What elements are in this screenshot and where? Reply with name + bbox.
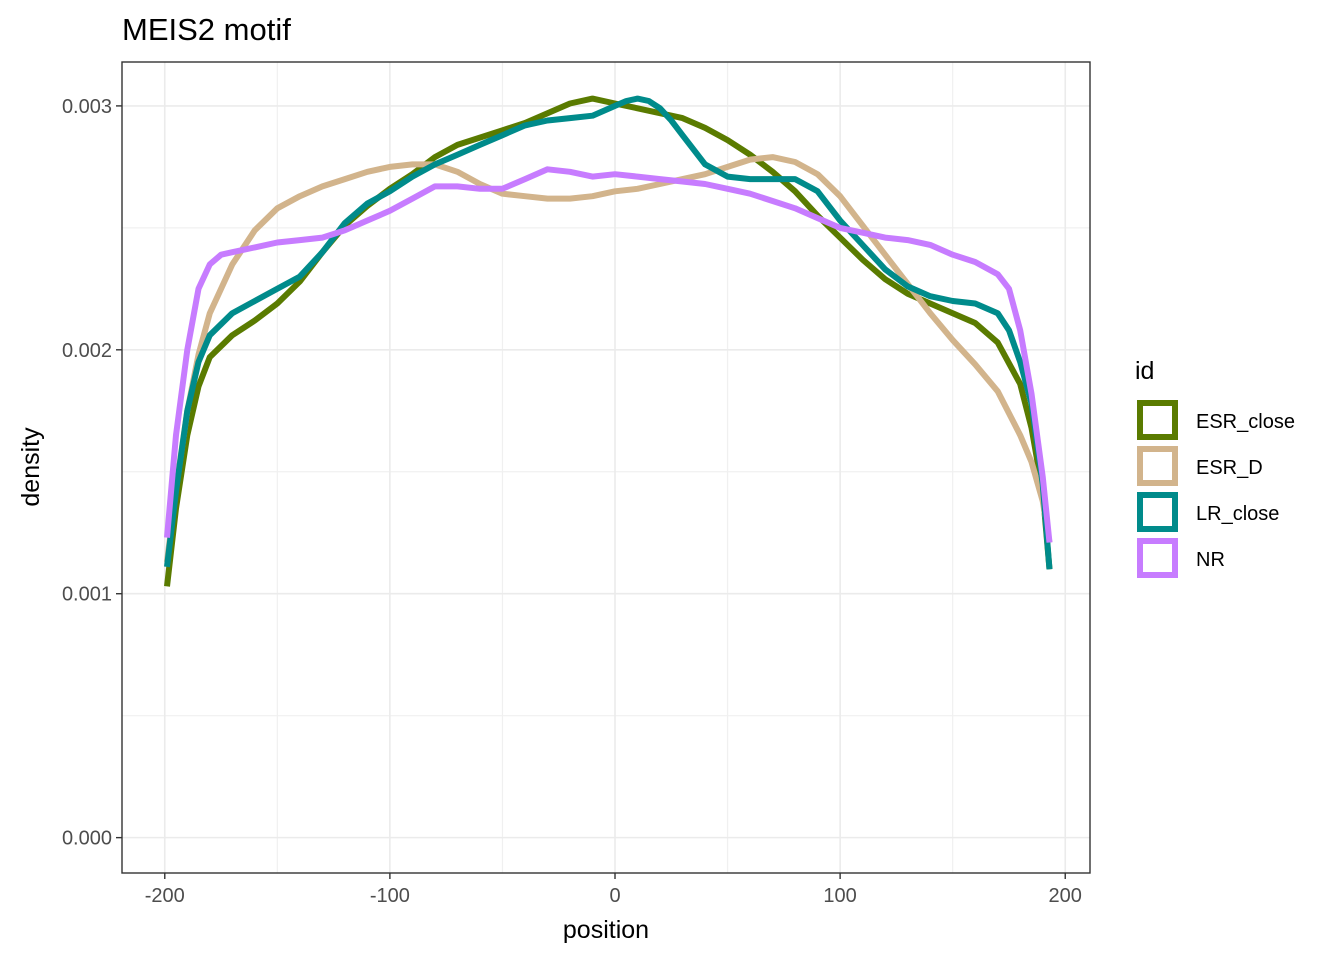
y-axis: 0.000 0.001 0.002 0.003 [62,96,122,850]
x-tick-label: 0 [609,885,620,907]
legend: id ESR_close ESR_D LR_close NR [1135,357,1295,578]
legend-title: id [1135,357,1154,385]
y-tick-label: 0.003 [62,96,112,118]
x-tick-label: -200 [145,885,185,907]
y-tick-label: 0.002 [62,340,112,362]
legend-label: ESR_D [1196,457,1263,479]
legend-key-esr-d [1137,446,1178,486]
y-axis-title: density [17,427,45,507]
x-axis: -200 -100 0 100 200 [145,873,1082,907]
plot-panel-border [121,61,1091,874]
minor-gridlines [122,62,1090,873]
y-tick-label: 0.001 [62,584,112,606]
y-tick-label: 0.000 [62,828,112,850]
x-tick-label: 200 [1049,885,1082,907]
legend-key-nr [1137,538,1178,578]
legend-key-esr-close [1137,400,1178,440]
legend-label: NR [1196,549,1225,571]
legend-label: ESR_close [1196,411,1295,433]
series-line-esr-close [164,95,1053,587]
x-tick-label: -100 [370,885,410,907]
major-gridlines [122,62,1090,873]
x-tick-label: 100 [823,885,856,907]
x-axis-title: position [563,916,649,944]
legend-key-lr-close [1137,492,1178,532]
series-line-lr-close [164,95,1053,570]
series-line-nr [164,166,1053,543]
series-lines [164,95,1053,587]
series-line-esr-d [164,154,1053,563]
legend-label: LR_close [1196,503,1279,525]
chart-title: MEIS2 motif [122,12,291,47]
